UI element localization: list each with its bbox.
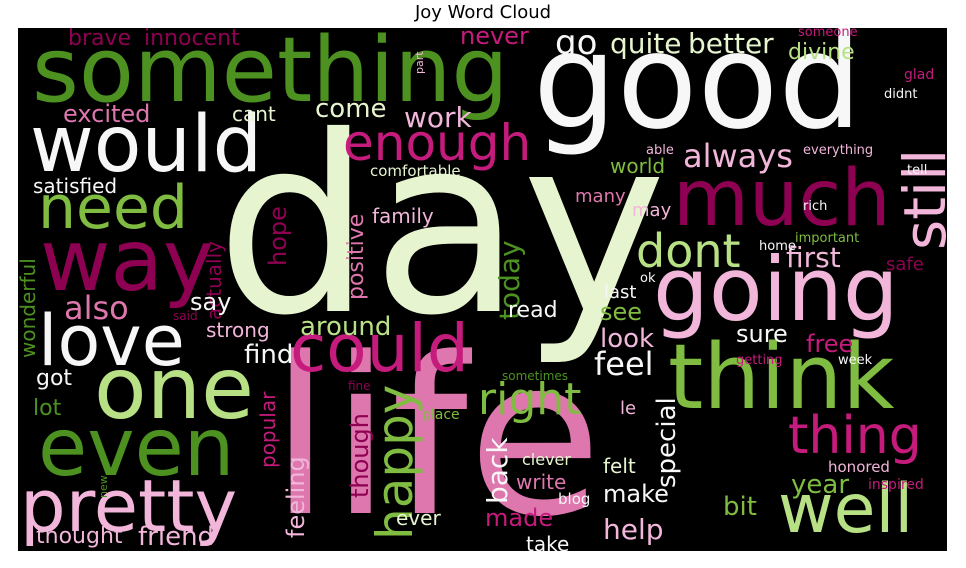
word-back: back [481,437,514,504]
word-week: week [838,353,873,368]
word-never: never [460,28,529,50]
word-innocent: innocent [144,28,240,51]
word-got: got [36,366,73,391]
word-blog: blog [558,490,591,508]
word-around: around [300,312,392,342]
word-enough: enough [343,114,532,172]
word-bit: bit [723,492,757,522]
word-family: family [372,204,434,228]
word-need: need [38,173,188,243]
word-look: look [600,324,655,354]
word-hope: hope [264,206,292,266]
figure-title: Joy Word Cloud [414,2,552,23]
word-strong: strong [206,318,270,342]
word-wonderful: wonderful [18,258,40,358]
word-inspired: inspired [868,477,924,493]
word-thought: thought [36,524,123,549]
word-take: take [526,532,570,551]
word-love: love [38,300,185,382]
word-make: make [603,480,669,508]
word-tell: tell [907,163,928,178]
word-free: free [806,330,854,358]
word-popular: popular [256,391,280,468]
word-well: well [778,470,914,549]
word-would: would [30,100,263,190]
word-important: important [795,231,860,246]
word-feel: feel [594,345,654,383]
word-something: something [32,28,509,123]
word-always: always [683,137,793,175]
word-feeling: feeling [282,456,310,538]
word-cant: cant [232,102,276,126]
word-world: world [610,154,666,178]
word-sometimes: sometimes [502,369,569,383]
word-though: though [346,413,374,498]
word-fine: fine [348,379,371,393]
word-one: one [94,339,255,439]
word-new: new [97,475,110,498]
word-last: last [604,282,637,303]
word-glad: glad [904,67,935,83]
word-dont: dont [636,224,741,278]
word-way: way [40,211,214,311]
word-place: place [422,407,460,423]
word-sure: sure [736,320,788,348]
word-see: see [600,298,643,326]
word-excited: excited [63,100,151,128]
word-work: work [404,101,472,134]
word-said: said [173,309,198,323]
word-good: good [533,28,863,159]
word-better: better [688,28,774,60]
word-first: first [786,241,841,274]
word-brave: brave [68,28,132,51]
word-safe: safe [886,254,924,275]
word-cloud: day life good something would much going… [18,28,947,551]
word-go: go [555,28,598,63]
word-comfortable: comfortable [370,162,461,180]
word-quite: quite [610,28,682,60]
word-special: special [652,397,682,488]
word-could: could [290,310,469,387]
word-getting: getting [736,353,783,368]
word-life: life [270,312,603,551]
word-help: help [603,513,664,546]
word-read: read [508,298,558,323]
word-think: think [668,325,895,430]
word-divine: divine [788,40,855,65]
word-le: le [620,398,637,419]
word-may: may [632,200,672,221]
word-satisfied: satisfied [33,174,118,198]
word-right: right [478,374,582,425]
word-thing: thing [788,406,922,466]
word-say: say [190,288,232,316]
word-much: much [673,154,891,244]
word-felt: felt [603,454,636,478]
word-didnt: didnt [884,87,918,102]
word-made: made [485,504,554,532]
word-also: also [64,289,129,327]
word-ever: ever [396,506,441,530]
word-many: many [575,186,626,207]
word-everything: everything [803,143,874,158]
word-lot: lot [33,396,62,421]
word-clever: clever [522,450,571,469]
word-year: year [791,470,850,500]
word-even: even [38,401,235,494]
word-home: home [759,239,796,254]
word-rich: rich [803,199,828,214]
word-day: day [216,84,667,369]
word-honored: honored [828,458,890,476]
word-ok: ok [640,271,656,286]
word-able: able [646,143,674,158]
word-find: find [244,340,294,370]
word-friend: friend [138,522,215,551]
word-write: write [516,470,567,494]
word-someone: someone [798,28,858,40]
word-positive: positive [344,213,369,300]
word-come: come [315,94,387,124]
word-pretty: pretty [20,464,238,548]
word-part: part [413,51,426,74]
word-going: going [653,238,899,341]
